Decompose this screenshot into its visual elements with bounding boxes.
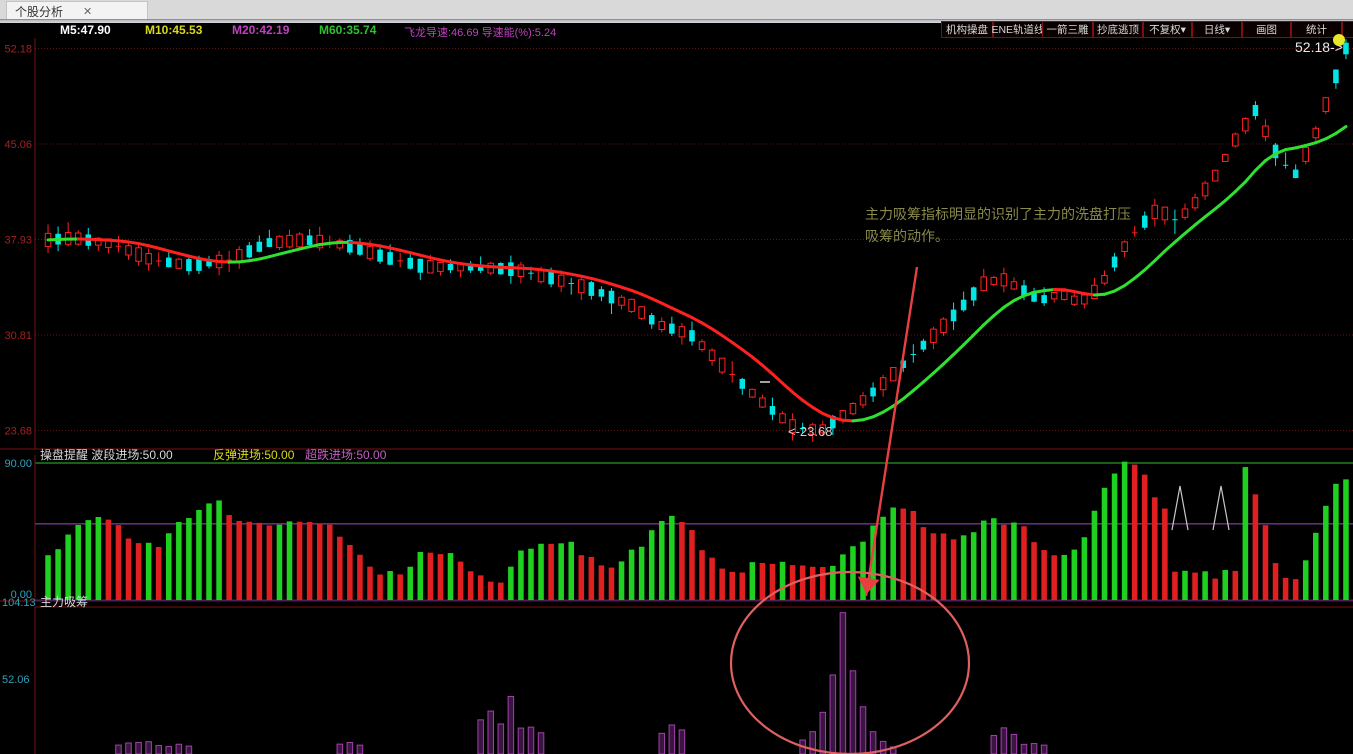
svg-text:<-23.68: <-23.68 [788,424,832,439]
svg-text:23.68: 23.68 [4,426,32,438]
svg-text:37.93: 37.93 [4,235,32,247]
svg-text:52.18: 52.18 [4,44,32,56]
svg-text:45.06: 45.06 [4,139,32,151]
svg-text:吸筹的动作。: 吸筹的动作。 [865,228,949,244]
svg-text:90.00: 90.00 [4,458,32,470]
svg-text:主力吸筹指标明显的识别了主力的洗盘打压: 主力吸筹指标明显的识别了主力的洗盘打压 [865,206,1131,222]
svg-text:超跌进场:50.00: 超跌进场:50.00 [305,447,387,462]
svg-text:52.06: 52.06 [2,674,30,686]
svg-text:反弹进场:50.00: 反弹进场:50.00 [213,448,295,462]
svg-text:104.13: 104.13 [2,597,36,609]
svg-text:主力吸筹: 主力吸筹 [40,595,88,609]
svg-text:操盘提醒 波段进场:50.00: 操盘提醒 波段进场:50.00 [40,447,173,462]
svg-text:30.81: 30.81 [4,330,32,342]
